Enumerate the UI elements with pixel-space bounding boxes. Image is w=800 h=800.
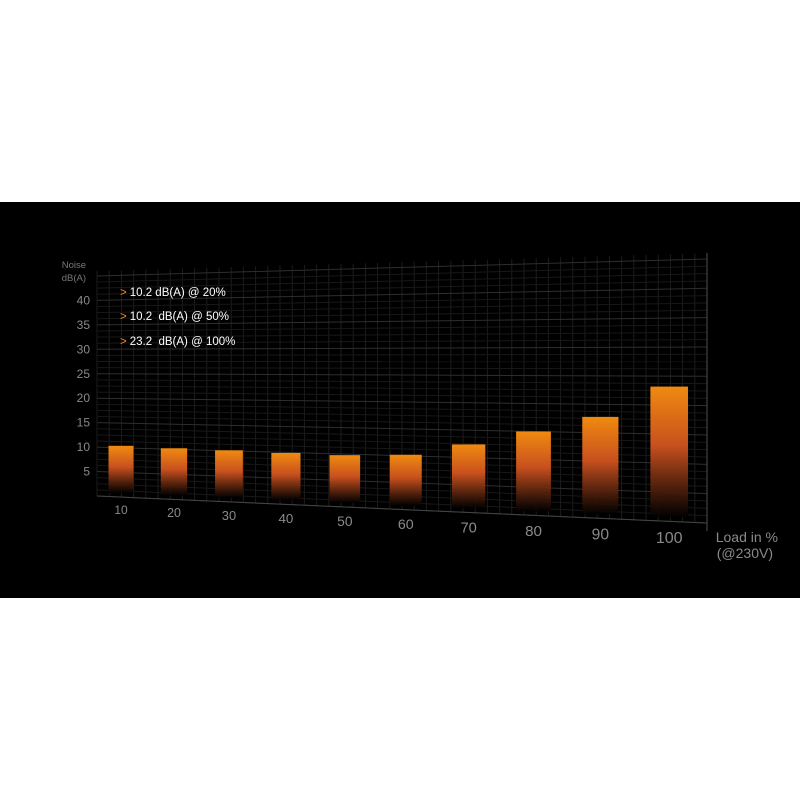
bar: [389, 454, 422, 506]
x-tick-label: 10: [114, 503, 128, 517]
marker-icon: >: [120, 287, 127, 299]
bar: [582, 416, 619, 515]
grid-line-minor: [96, 273, 708, 289]
x-axis-label: (@230V): [717, 545, 773, 561]
x-axis-label: Load in %: [716, 529, 778, 545]
bar: [108, 445, 134, 494]
x-tick-label: 60: [398, 517, 414, 533]
bar: [516, 431, 551, 512]
annotation-text: 10.2 dB(A) @ 20%: [129, 287, 226, 299]
grid-line-minor: [96, 265, 708, 283]
grid-line-minor: [96, 309, 708, 320]
y-tick-label: 25: [77, 367, 91, 381]
bar: [329, 455, 361, 503]
grid-line-minor: [96, 353, 708, 356]
grid-line-major: [96, 287, 708, 301]
bar: [650, 386, 688, 518]
grid-line-major: [96, 258, 708, 277]
y-tick-label: 40: [77, 293, 91, 307]
grid-line-minor: [96, 324, 708, 332]
grid-line-major: [96, 397, 708, 407]
y-tick-label: 35: [77, 318, 91, 332]
bar: [215, 450, 243, 498]
y-axis-label: Noise: [62, 260, 86, 271]
marker-icon: >: [120, 336, 127, 348]
grid-line-minor: [96, 280, 708, 295]
y-axis-label: dB(A): [62, 273, 86, 284]
grid-line-minor: [96, 379, 708, 385]
grid-line-minor: [96, 295, 708, 308]
annotation-text: 10.2 dB(A) @ 50%: [129, 311, 229, 323]
y-tick-label: 10: [77, 440, 91, 454]
grid-line-minor: [96, 331, 708, 338]
annotation-3: >23.2 dB(A) @ 100%: [120, 336, 235, 348]
x-tick-label: 40: [278, 511, 293, 526]
grid-line-major: [96, 373, 708, 377]
x-tick-label: 90: [592, 526, 610, 543]
x-tick-label: 20: [167, 506, 181, 520]
x-tick-label: 30: [222, 508, 236, 523]
grid-line-minor: [96, 339, 708, 344]
grid-line-major: [96, 346, 708, 350]
grid-line-minor: [96, 367, 708, 370]
bar: [160, 448, 188, 496]
y-tick-label: 20: [77, 391, 91, 405]
grid-line-minor: [96, 391, 708, 399]
y-tick-label: 15: [77, 416, 91, 430]
x-tick-label: 80: [525, 523, 542, 540]
annotation-1: >10.2 dB(A) @ 20%: [120, 287, 226, 299]
grid-line-minor: [96, 385, 708, 392]
x-tick-label: 70: [460, 520, 476, 536]
grid-line-minor: [96, 403, 708, 414]
y-tick-label: 30: [77, 342, 91, 356]
annotation-2: >10.2 dB(A) @ 50%: [120, 311, 229, 323]
annotation-text: 23.2 dB(A) @ 100%: [129, 336, 236, 348]
grid-line-major: [96, 317, 708, 326]
marker-icon: >: [120, 311, 127, 323]
y-tick-label: 5: [83, 465, 90, 479]
x-axis: [96, 495, 708, 524]
bar: [271, 452, 301, 501]
bar: [451, 444, 486, 509]
x-tick-label: 100: [656, 529, 683, 547]
x-tick-label: 50: [337, 514, 353, 529]
grid-line-minor: [96, 302, 708, 314]
